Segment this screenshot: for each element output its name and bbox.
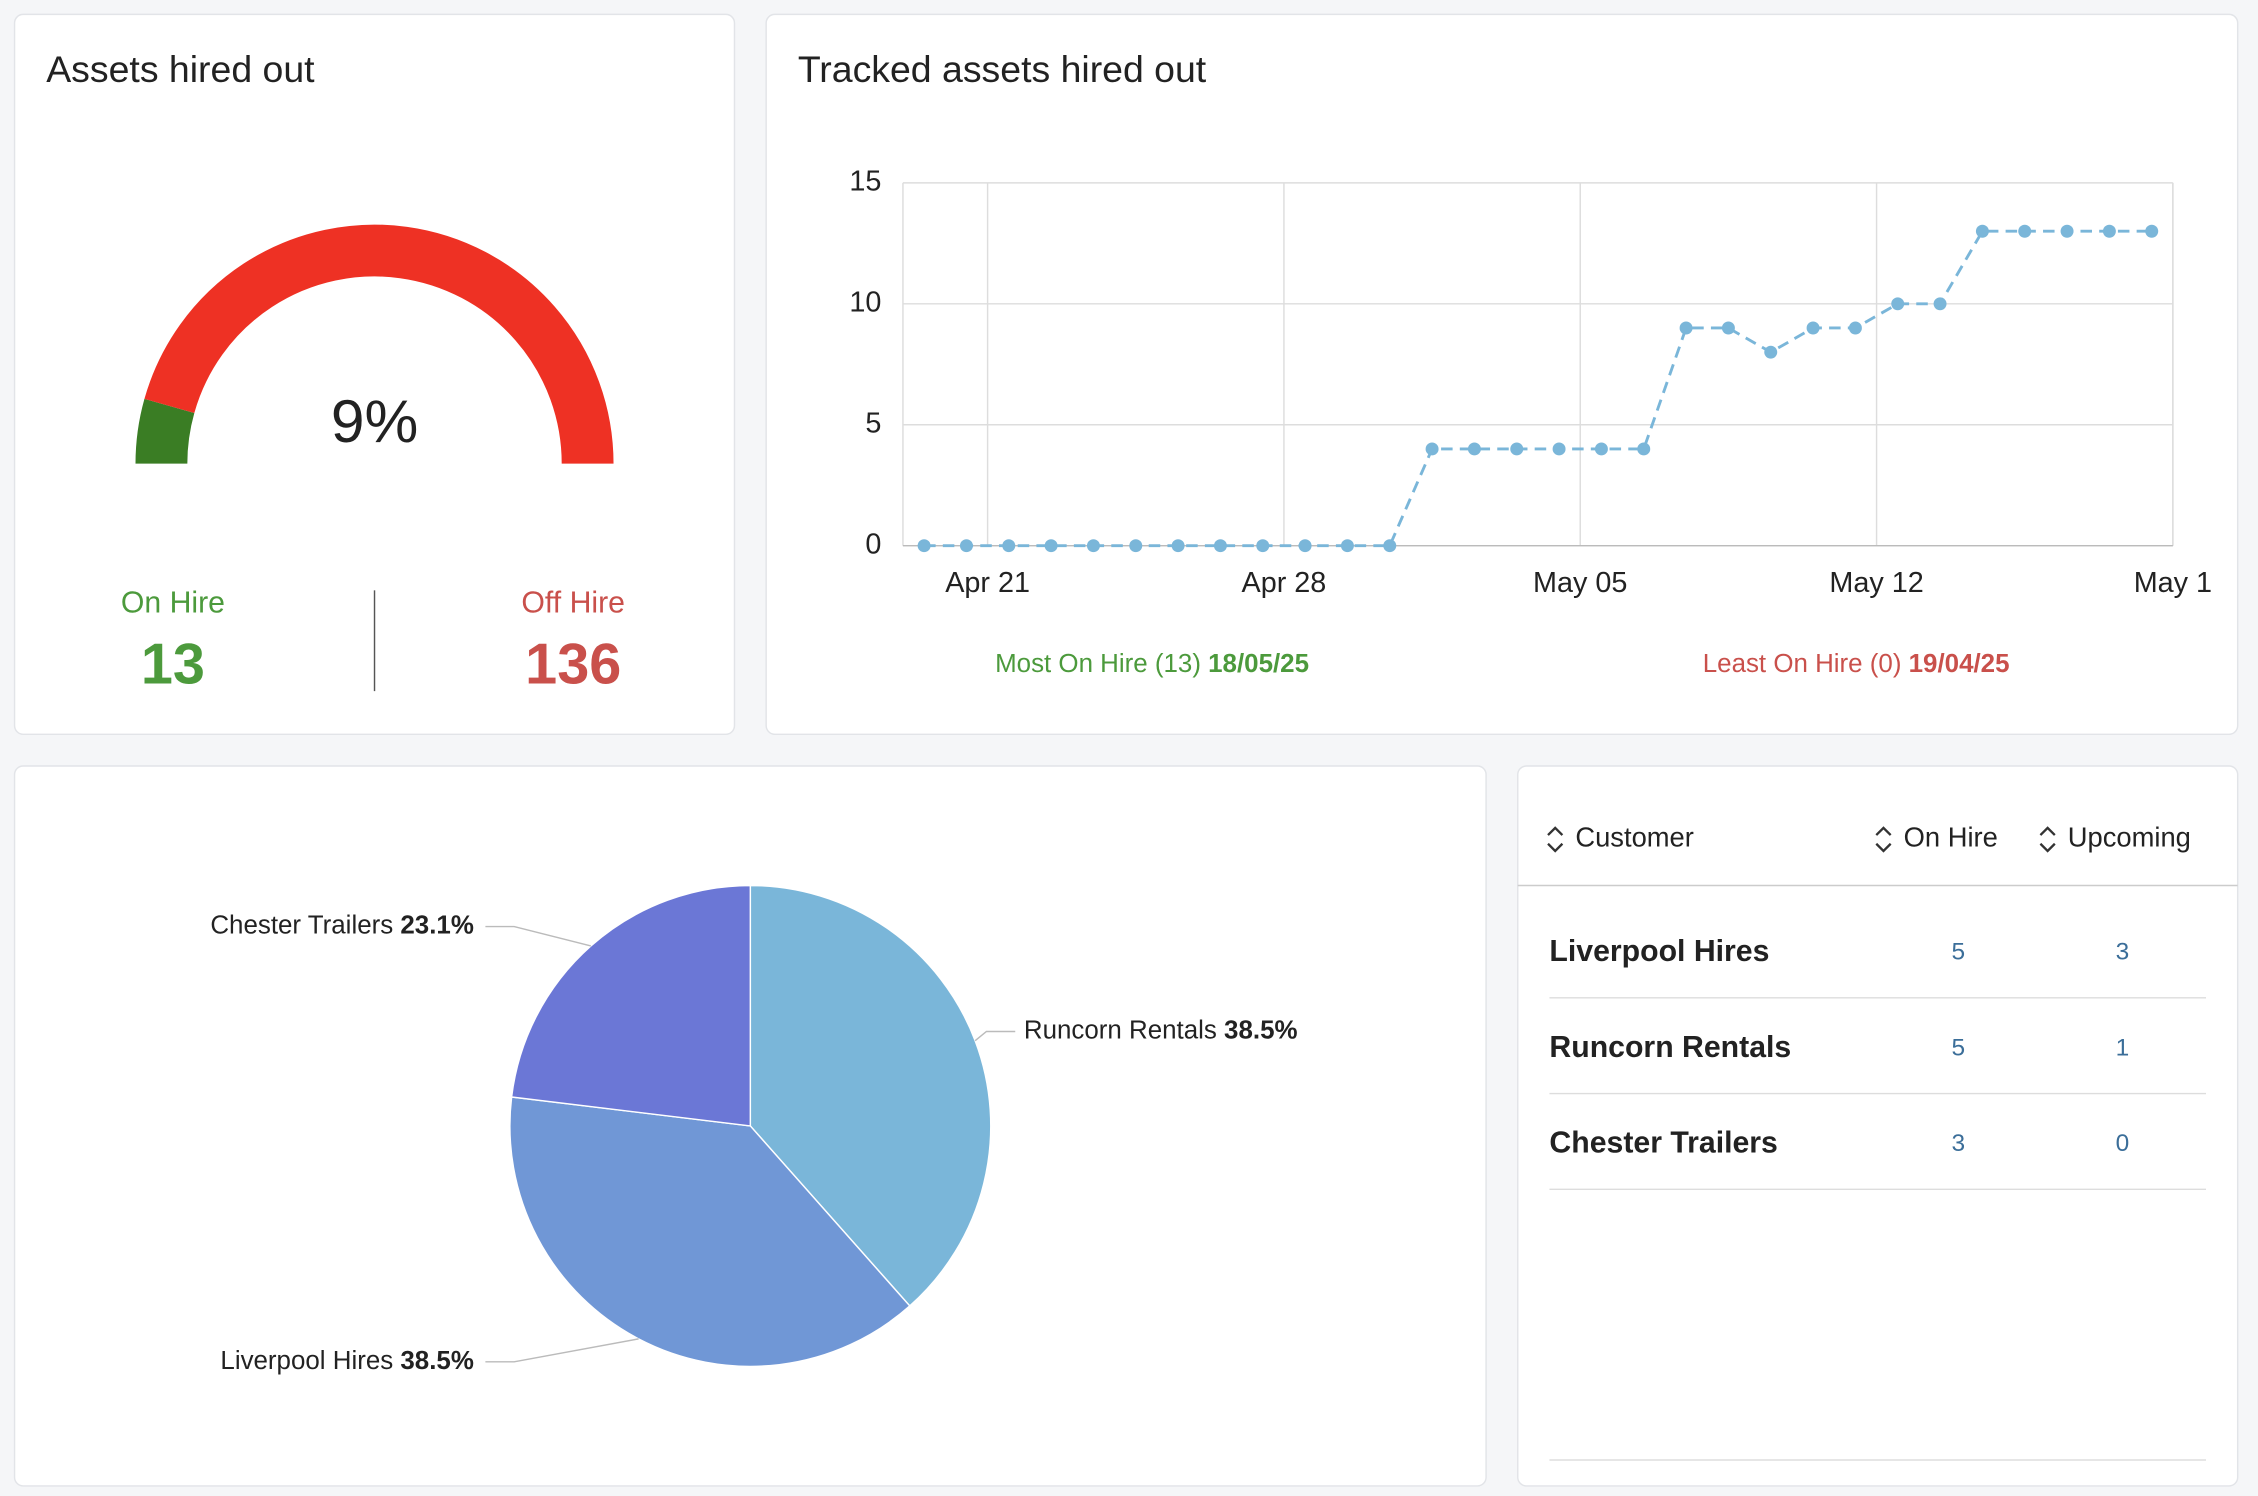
cell-number: 5	[1952, 1034, 1966, 1061]
cell-number: 1	[2116, 1034, 2130, 1061]
x-tick-label: Apr 28	[1242, 567, 1327, 599]
point	[1171, 539, 1185, 553]
point	[917, 539, 931, 553]
x-tick-label: Apr 21	[945, 567, 1030, 599]
x-tick-label: May 12	[1829, 567, 1923, 599]
legend-label: Off Hire	[521, 587, 625, 620]
cell-number: 3	[2116, 939, 2130, 966]
point	[1552, 442, 1566, 456]
column-header: Customer	[1575, 822, 1694, 853]
point	[1933, 297, 1947, 311]
cell-customer: Runcorn Rentals	[1549, 1031, 1791, 1064]
point	[1425, 442, 1439, 456]
cell-number: 3	[1952, 1130, 1966, 1157]
pie-slice	[510, 884, 752, 1127]
point	[1806, 321, 1820, 335]
annotation: Least On Hire (0) 19/04/25	[1703, 650, 2010, 678]
legend-value: 136	[525, 632, 621, 696]
table: Customer On Hire Upcoming Liverpool Hires 5 3…	[1517, 822, 2238, 1461]
pie-label: Liverpool Hires 38.5%	[220, 1347, 473, 1375]
point	[1848, 321, 1862, 335]
pie-slice	[749, 884, 992, 1307]
y-tick-label: 5	[865, 407, 881, 439]
pie-slice	[509, 1096, 911, 1368]
leader-line	[485, 1338, 639, 1363]
leader-line	[974, 1030, 1016, 1042]
point	[1891, 297, 1905, 311]
point	[2102, 224, 2116, 238]
column-header: Upcoming	[2068, 822, 2191, 853]
sort-icon	[1875, 826, 1892, 853]
pie-label-name: Liverpool Hires	[220, 1347, 393, 1375]
point	[2018, 224, 2032, 238]
column-header: On Hire	[1904, 822, 1998, 853]
point	[1975, 224, 1989, 238]
point	[1256, 539, 1270, 553]
point	[1594, 442, 1608, 456]
point	[959, 539, 973, 553]
y-tick-label: 10	[849, 286, 881, 318]
pie-label-name: Chester Trailers	[210, 911, 393, 939]
legend-value: 13	[141, 632, 205, 696]
point	[1510, 442, 1524, 456]
cell-customer: Liverpool Hires	[1549, 935, 1769, 968]
point	[1637, 442, 1651, 456]
point	[1086, 539, 1100, 553]
sort-icon	[2039, 826, 2056, 853]
annotation-date: 18/05/25	[1208, 650, 1309, 678]
card-title: Assets hired out	[46, 48, 315, 90]
point	[2060, 224, 2074, 238]
line-card	[765, 13, 2239, 736]
annotation-date: 19/04/25	[1909, 650, 2010, 678]
x-tick-label: May 05	[1533, 567, 1627, 599]
pie-label-name: Runcorn Rentals	[1024, 1016, 1217, 1044]
point	[1044, 539, 1058, 553]
point	[1383, 539, 1397, 553]
pie-label-value: 38.5%	[400, 1347, 473, 1375]
legend-label: On Hire	[121, 587, 225, 620]
leader-line	[485, 925, 592, 947]
annotation-text: Least On Hire (0)	[1703, 650, 1902, 678]
point	[1679, 321, 1693, 335]
point	[1340, 539, 1354, 553]
sort-icon	[1547, 826, 1564, 853]
point	[1467, 442, 1481, 456]
point	[1721, 321, 1735, 335]
point	[1002, 539, 1016, 553]
annotation-text: Most On Hire (13)	[995, 650, 1201, 678]
gauge-value: 9%	[331, 387, 418, 455]
gauge-arc	[135, 398, 195, 465]
card-title: Tracked assets hired out	[798, 48, 1207, 90]
cell-number: 0	[2116, 1130, 2130, 1157]
point	[1213, 539, 1227, 553]
y-tick-label: 15	[849, 165, 881, 197]
table-card	[1517, 765, 2239, 1487]
point	[1764, 345, 1778, 359]
pie-label: Runcorn Rentals 38.5%	[1024, 1016, 1298, 1044]
line	[924, 229, 2152, 548]
point	[1298, 539, 1312, 553]
x-tick-label: May 1	[2134, 567, 2212, 599]
cell-number: 5	[1952, 939, 1966, 966]
point	[1129, 539, 1143, 553]
annotation: Most On Hire (13) 18/05/25	[995, 650, 1309, 678]
gauge-card	[13, 13, 736, 736]
pie-label-value: 23.1%	[400, 911, 473, 939]
cell-customer: Chester Trailers	[1549, 1127, 1777, 1160]
point	[2145, 224, 2159, 238]
gauge-arc	[144, 224, 614, 464]
pie-label: Chester Trailers 23.1%	[210, 911, 474, 939]
y-tick-label: 0	[865, 528, 881, 560]
pie-label-value: 38.5%	[1224, 1016, 1297, 1044]
